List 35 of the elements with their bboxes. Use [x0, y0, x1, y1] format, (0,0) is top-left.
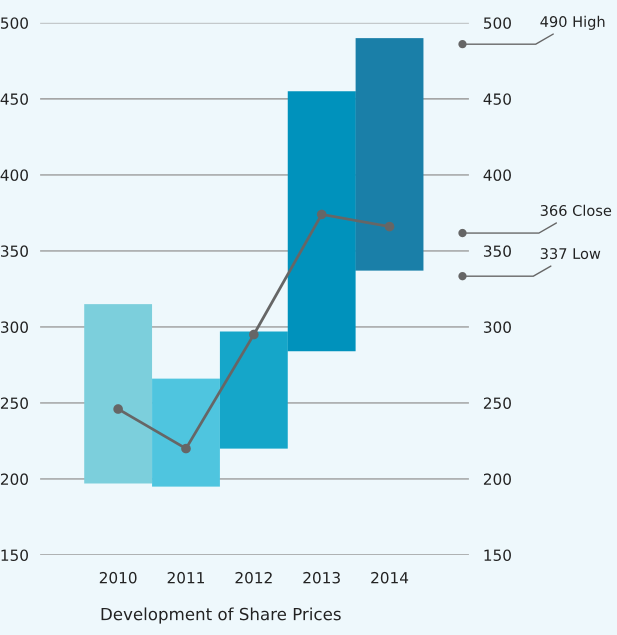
y2-tick-label: 450 — [484, 93, 511, 105]
point — [248, 330, 259, 340]
y2-tick-label: 500 — [484, 17, 511, 29]
y-tick-label: 300 — [0, 321, 28, 333]
y-tick-label: 350 — [0, 245, 28, 257]
y-tick-label: 450 — [0, 93, 28, 105]
x-tick-label: 2014 — [371, 572, 408, 584]
bar — [356, 38, 424, 271]
text: 490 High — [540, 16, 604, 30]
y2-tick-label: 350 — [484, 245, 511, 257]
bar — [288, 91, 356, 352]
y2-tick-label: 300 — [484, 321, 511, 333]
x-tick-label: 2010 — [100, 572, 137, 584]
bar — [152, 378, 220, 487]
y2-tick-label: 400 — [484, 169, 511, 181]
x-tick-label: 2012 — [236, 572, 272, 584]
point — [316, 210, 327, 220]
y-tick-label: 250 — [0, 397, 28, 409]
y-tick-label: 200 — [0, 473, 28, 485]
bar — [220, 331, 288, 449]
y-tick-label: 400 — [0, 169, 28, 181]
point — [384, 222, 394, 232]
point — [113, 404, 123, 414]
text: 337 Low — [540, 248, 600, 260]
x-tick-label: 2013 — [303, 572, 340, 584]
bar — [84, 304, 152, 484]
point — [181, 444, 191, 454]
y2-tick-label: 150 — [484, 549, 511, 562]
y2-tick-label: 200 — [484, 473, 511, 485]
y-tick-label: 500 — [1, 17, 28, 29]
text: Development of Share Prices — [102, 607, 341, 624]
y-tick-label: 150 — [2, 549, 28, 562]
x-tick-label: 2011 — [168, 572, 204, 584]
y2-tick-label: 250 — [484, 397, 511, 409]
text: 366 Close — [540, 204, 612, 216]
